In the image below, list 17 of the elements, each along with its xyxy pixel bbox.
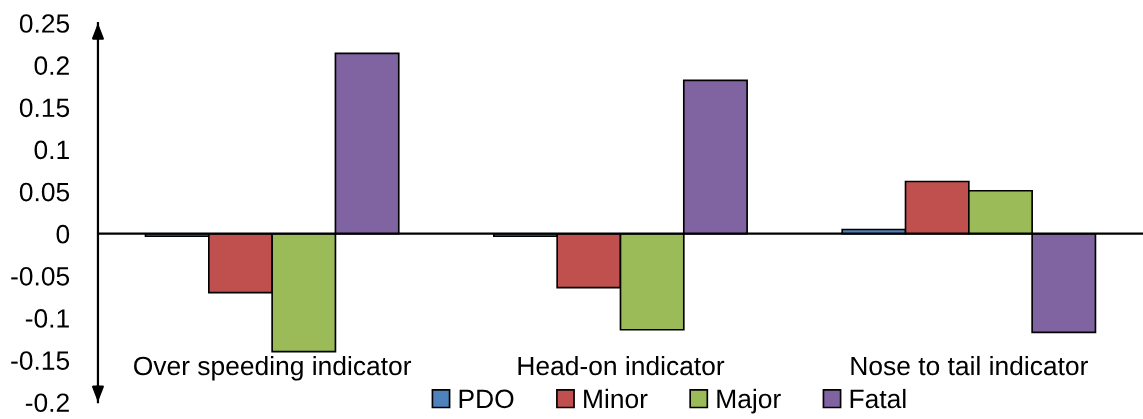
y-tick-label: -0.15 [11, 351, 70, 370]
y-tick-label: -0.05 [11, 266, 70, 286]
legend-label: Minor [584, 388, 648, 409]
y-tick-label: 0.1 [34, 140, 69, 160]
y-tick-label: 0.05 [19, 182, 70, 202]
y-tick-label: 0.2 [34, 56, 69, 75]
y-tick-label: 0.25 [19, 14, 70, 33]
y-tick-label: -0.2 [25, 393, 69, 413]
legend-label: PDO [459, 389, 514, 409]
y-tick-label: 0.15 [19, 98, 70, 118]
y-tick-label: -0.1 [25, 309, 69, 328]
y-tick-label: 0 [56, 224, 70, 244]
legend-label: Fatal [850, 388, 906, 409]
x-tick-label: Head-on indicator [518, 355, 725, 376]
x-tick-label: Over speeding indicator [134, 355, 412, 381]
x-tick-label: Nose to tail indicator [851, 355, 1088, 376]
legend-label: Major [717, 388, 781, 414]
